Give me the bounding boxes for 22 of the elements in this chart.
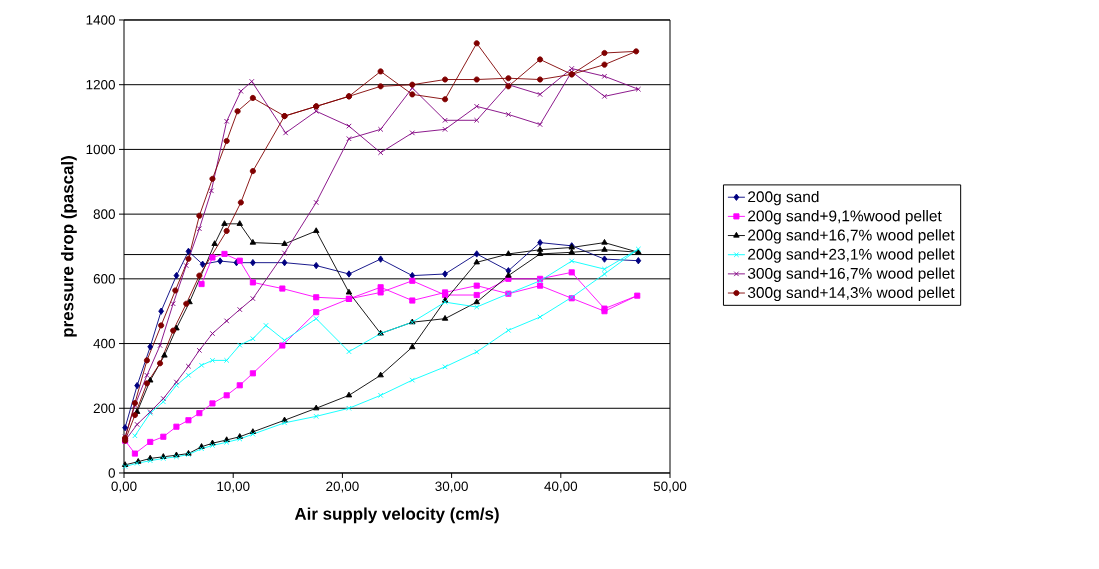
y-tick-label: 600: [93, 274, 115, 284]
x-tick-label: 0,00: [111, 481, 137, 493]
legend-label: 200g sand+9,1%wood pellet: [748, 210, 942, 225]
legend-label: 300g sand+14,3% wood pellet: [747, 286, 955, 302]
x-axis-title: Air supply velocity (cm/s): [294, 507, 499, 524]
legend-label: 300g sand+16,7% wood pellet: [747, 267, 955, 282]
x-tick-label: 10,00: [217, 481, 250, 493]
y-tick-label: 1000: [86, 144, 115, 155]
y-tick-label: 1200: [86, 79, 115, 90]
x-tick-label: 40,00: [544, 481, 578, 493]
legend-label: 200g sand+16,7% wood pellet: [748, 229, 955, 244]
y-tick-label: 200: [93, 403, 115, 414]
y-axis-title: pressure drop (pascal): [60, 156, 77, 337]
legend-label: 200g sand+23,1% wood pellet: [748, 248, 955, 263]
x-tick-label: 20,00: [326, 481, 359, 493]
legend-label: 200g sand: [748, 190, 819, 206]
x-tick-label: 30,00: [435, 481, 468, 493]
y-tick-label: 1400: [86, 15, 115, 25]
y-tick-label: 400: [93, 338, 115, 349]
y-tick-label: 0: [108, 468, 115, 478]
x-tick-label: 50,00: [653, 481, 687, 493]
y-tick-label: 800: [93, 209, 115, 219]
